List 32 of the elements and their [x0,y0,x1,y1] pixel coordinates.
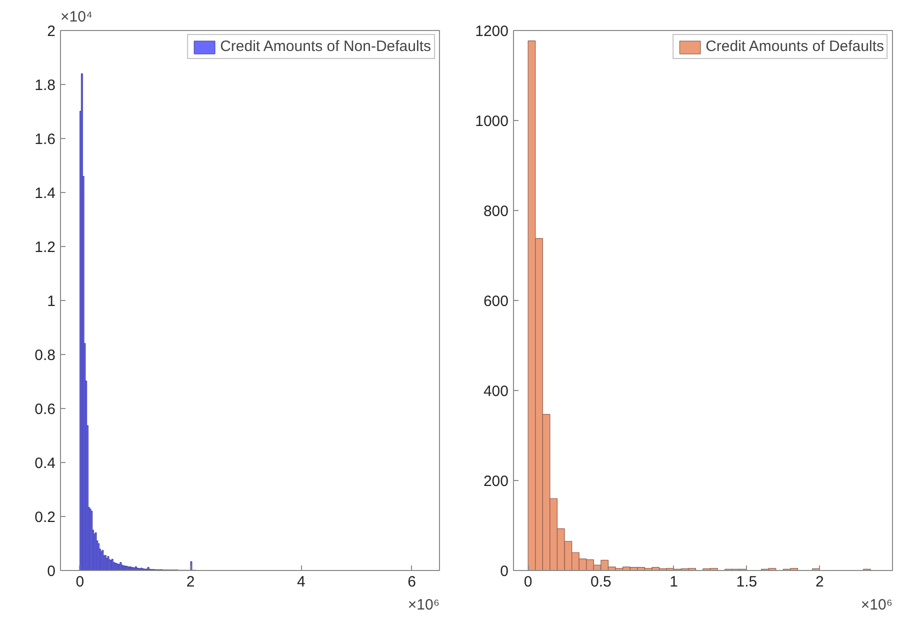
y-tick-label: 200 [483,473,509,490]
y-tick-label: 0.8 [34,347,56,364]
y-tick-label: 1.4 [34,185,56,202]
legend-label: Credit Amounts of Defaults [706,38,884,55]
x-tick-label: 0 [76,574,84,590]
text: ×10⁶ [408,596,440,614]
y-tick-label: 1000 [475,113,509,130]
y-tick-label: 0.4 [34,455,56,472]
x-tick-label: 0.5 [590,574,612,590]
x-tick-label: 0 [524,574,532,590]
x-tick-label: 2 [815,574,824,590]
y-tick-label: 1.8 [34,77,56,94]
y-tick-label: 1.2 [34,239,56,256]
x-tick-label: 4 [297,574,306,590]
y-tick-label: 2 [47,23,56,40]
y-tick-label: 1 [47,293,56,310]
y-tick-label: 1.6 [34,131,56,148]
y-tick-label: 400 [483,383,509,400]
y-tick-label: 1200 [475,23,509,40]
x-tick-label: 1.5 [736,574,758,590]
y-tick-label: 0 [47,563,56,580]
y-tick-label: 0.6 [34,401,56,418]
text: ×10⁶ [860,596,893,614]
text: ×10⁴ [60,8,92,26]
legend-label: Credit Amounts of Non-Defaults [220,38,431,55]
y-tick-label: 600 [483,293,509,310]
x-tick-label: 1 [670,574,678,590]
x-tick-label: 2 [186,574,195,590]
x-tick-label: 6 [408,574,416,590]
y-tick-label: 0 [500,563,508,580]
y-tick-label: 800 [483,203,509,220]
y-tick-label: 0.2 [34,509,56,526]
